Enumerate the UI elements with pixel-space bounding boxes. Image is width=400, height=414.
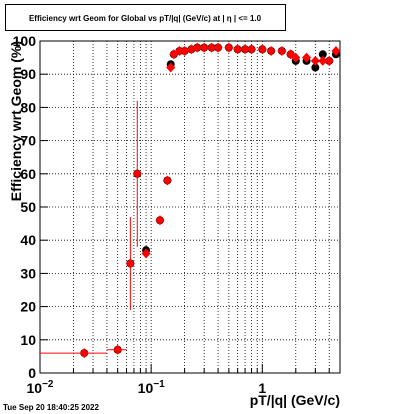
timestamp: Tue Sep 20 18:40:25 2022 <box>3 403 99 412</box>
marker <box>247 44 257 55</box>
y-tick-label: 100 <box>13 33 37 49</box>
marker <box>302 52 312 63</box>
marker <box>240 44 250 55</box>
y-axis-title: Efficiency wrt Geom (%) <box>8 41 24 201</box>
marker <box>207 42 217 53</box>
y-tick-label: 10 <box>20 332 36 348</box>
marker <box>175 45 185 56</box>
marker <box>166 62 176 73</box>
marker <box>180 45 190 56</box>
marker <box>113 344 123 355</box>
marker <box>318 55 328 66</box>
y-tick-label: 40 <box>20 232 36 248</box>
marker <box>277 45 287 56</box>
marker <box>331 45 341 56</box>
y-tick-label: 90 <box>20 66 36 82</box>
chart-title: Efficiency wrt Geom for Global vs pT/|q|… <box>29 14 262 23</box>
y-tick-label: 50 <box>20 199 36 215</box>
y-tick-label: 0 <box>28 365 36 381</box>
title-box <box>5 4 286 31</box>
marker <box>233 44 243 55</box>
marker <box>311 63 320 72</box>
marker <box>310 55 320 66</box>
x-tick-label: 10−2 <box>27 379 54 396</box>
x-axis-title: pT/|q| (GeV/c) <box>250 392 340 408</box>
plot-frame <box>39 40 341 374</box>
marker <box>162 175 172 186</box>
marker <box>224 42 234 53</box>
y-tick-label: 70 <box>20 133 36 149</box>
marker <box>199 42 209 53</box>
x-tick-base: 10 <box>27 380 43 396</box>
marker <box>291 52 301 63</box>
marker <box>125 258 135 269</box>
y-tick-label: 80 <box>20 99 36 115</box>
marker <box>132 168 142 179</box>
marker <box>318 50 327 59</box>
y-tick-label: 60 <box>20 166 36 182</box>
y-tick-label: 20 <box>20 299 36 315</box>
marker <box>141 248 151 259</box>
marker <box>257 44 267 55</box>
x-tick-exponent: −2 <box>42 379 54 390</box>
marker <box>79 348 89 359</box>
marker <box>192 42 202 53</box>
marker <box>324 55 334 66</box>
x-tick-label: 1 <box>258 380 266 396</box>
x-tick-label: 10−1 <box>138 379 165 396</box>
marker <box>266 45 276 56</box>
y-tick-label: 30 <box>20 265 36 281</box>
x-tick-base: 1 <box>258 380 266 396</box>
x-tick-base: 10 <box>138 380 154 396</box>
x-tick-exponent: −1 <box>153 379 165 390</box>
marker <box>155 215 165 226</box>
marker <box>213 42 223 53</box>
